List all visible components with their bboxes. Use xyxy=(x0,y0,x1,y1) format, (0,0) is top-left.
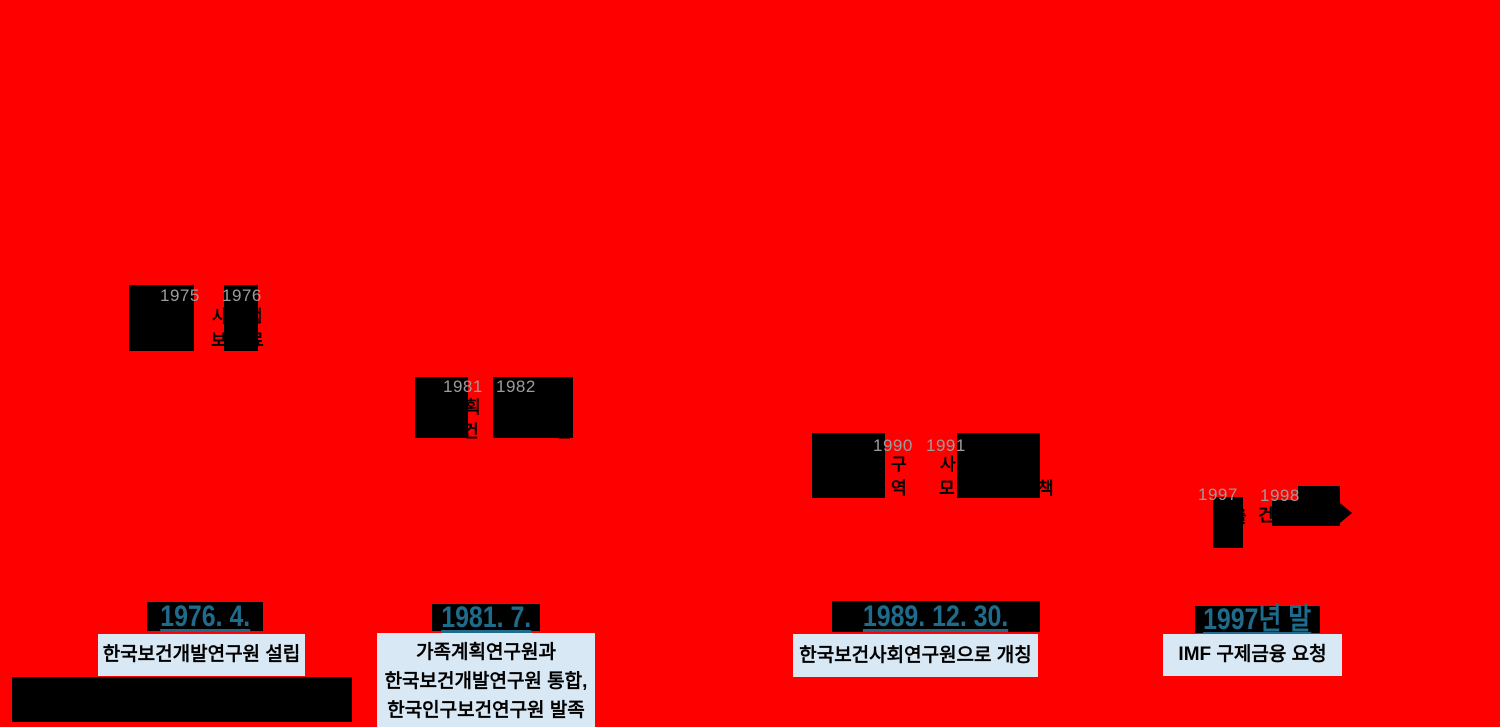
milestone-date: 1997년 말 xyxy=(1203,602,1312,636)
year-label: 1998 xyxy=(1260,486,1300,505)
caption-fragment: 사 xyxy=(940,455,956,474)
milestone-label: IMF 구제금융 요청 xyxy=(1163,634,1342,676)
milestone-date-strip: 1976. 4. xyxy=(147,599,263,633)
year-label: 1976 xyxy=(222,286,262,305)
milestone-label-line: IMF 구제금융 요청 xyxy=(1178,644,1327,665)
year-label: 1982 xyxy=(496,377,536,396)
year-label: 1991 xyxy=(926,436,966,455)
caption-fragment: 보 xyxy=(211,331,227,350)
milestone-label-line: 한국인구보건연구원 발족 xyxy=(387,700,585,721)
milestone-date-strip: 1989. 12. 30. xyxy=(832,601,1040,632)
caption-fragment: 획 xyxy=(465,398,481,417)
redacted-photo xyxy=(1272,500,1340,526)
year-label: 1990 xyxy=(873,436,913,455)
redacted-photo xyxy=(415,377,468,438)
milestone-date: 1981. 7. xyxy=(440,600,532,634)
milestone-label-line: 한국보건개발연구원 설립 xyxy=(102,644,301,665)
caption-fragment: 책 xyxy=(1038,479,1054,498)
milestone-date-strip: 1981. 7. xyxy=(432,600,540,634)
redacted-photo xyxy=(1298,486,1340,501)
caption-fragment: 건 xyxy=(1258,506,1274,525)
caption-fragment: 모 xyxy=(939,479,955,498)
milestone-date-strip: 1997년 말 xyxy=(1195,602,1320,636)
milestone-label-line: 한국보건사회연구원으로 개칭 xyxy=(799,645,1032,666)
milestone-label: 한국보건개발연구원 설립 xyxy=(98,634,305,676)
milestone-label: 한국보건사회연구원으로 개칭 xyxy=(793,634,1038,677)
caption-fragment-clipped: 를 xyxy=(1242,509,1249,524)
redacted-photo xyxy=(957,433,1040,498)
caption-fragment: 역 xyxy=(891,479,907,498)
caption-fragment: 구 xyxy=(891,455,907,474)
right-arrow-shape xyxy=(1340,503,1352,523)
milestone-date: 1989. 12. 30. xyxy=(863,599,1009,633)
redacted-photo xyxy=(812,433,885,498)
year-label: 1975 xyxy=(160,286,200,305)
year-label: 1981 xyxy=(443,377,483,396)
redacted-photo xyxy=(1213,497,1243,548)
caption-fragment: 를 xyxy=(1242,509,1247,524)
milestone-label-line: 한국보건개발연구원 통합, xyxy=(384,671,588,692)
year-label: 1997 xyxy=(1198,485,1238,504)
milestone-label-line: 가족계획연구원과 xyxy=(416,642,556,663)
redacted-block xyxy=(12,677,352,722)
redacted-photo xyxy=(493,377,573,438)
milestone-label: 가족계획연구원과 한국보건개발연구원 통합, 한국인구보건연구원 발족 xyxy=(377,633,595,727)
caption-fragment: 사 xyxy=(212,307,228,326)
redacted-photo xyxy=(129,285,194,351)
redacted-photo xyxy=(224,285,258,351)
milestone-date: 1976. 4. xyxy=(159,599,251,633)
